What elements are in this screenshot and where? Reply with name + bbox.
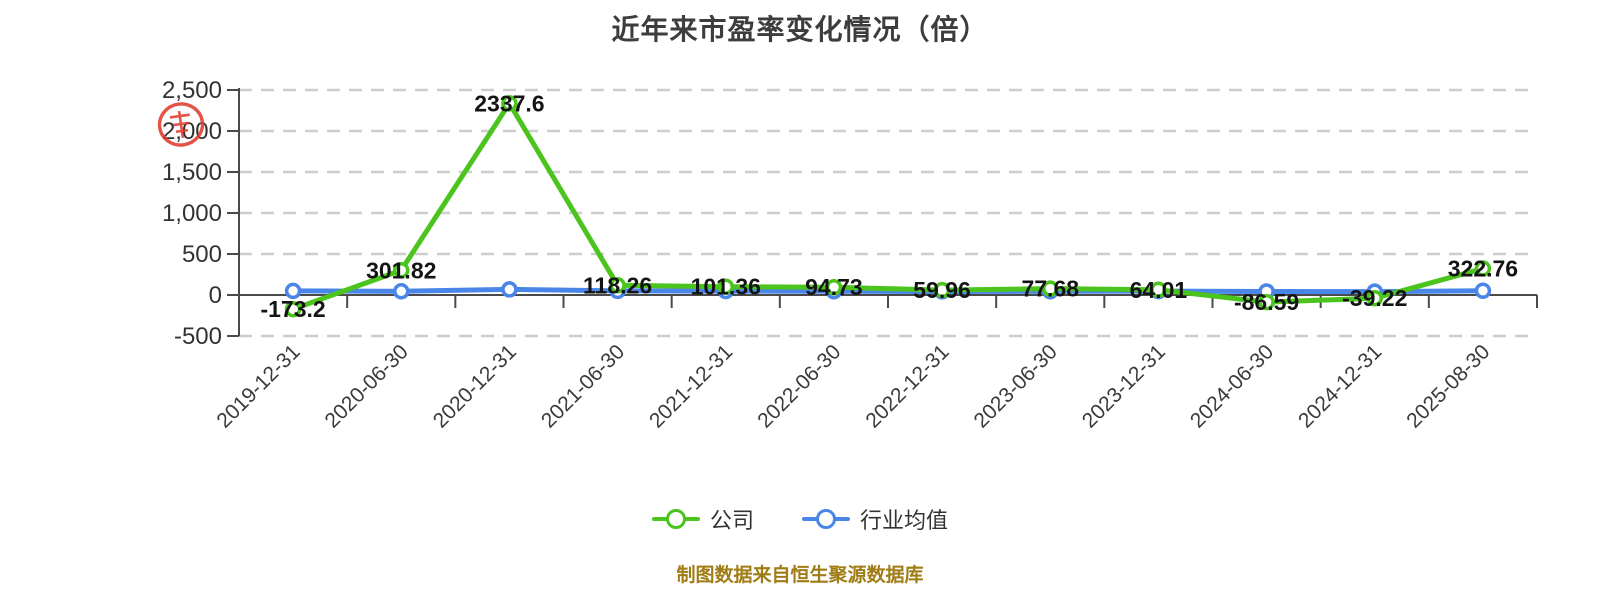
svg-text:2020-06-30: 2020-06-30: [321, 340, 413, 432]
svg-text:64.01: 64.01: [1130, 277, 1188, 303]
svg-text:2022-06-30: 2022-06-30: [753, 340, 845, 432]
industry-legend-marker-icon: [802, 509, 850, 529]
svg-text:118.26: 118.26: [583, 272, 652, 298]
legend-item-industry-average[interactable]: 行业均值: [802, 503, 948, 535]
svg-text:101.36: 101.36: [691, 274, 761, 300]
legend-label-company: 公司: [709, 508, 754, 533]
svg-text:-86.59: -86.59: [1234, 289, 1299, 315]
svg-text:1,500: 1,500: [162, 159, 222, 186]
svg-text:2021-12-31: 2021-12-31: [645, 340, 737, 432]
axes: [227, 88, 1538, 337]
svg-text:2024-12-31: 2024-12-31: [1294, 340, 1386, 432]
svg-text:2022-12-31: 2022-12-31: [861, 340, 953, 432]
svg-text:2019-12-31: 2019-12-31: [212, 340, 304, 432]
svg-text:322.76: 322.76: [1448, 256, 1518, 282]
svg-text:500: 500: [182, 241, 222, 268]
svg-text:2021-06-30: 2021-06-30: [537, 340, 629, 432]
svg-text:94.73: 94.73: [805, 274, 863, 300]
svg-text:2020-12-31: 2020-12-31: [429, 340, 521, 432]
legend-item-company[interactable]: 公司: [651, 503, 754, 535]
chart-title: 近年来市盈率变化情况（倍）: [611, 14, 989, 45]
x-axis-labels: 2019-12-31 2020-06-30 2020-12-31 2021-06-30…: [212, 340, 1494, 432]
svg-text:-173.2: -173.2: [260, 296, 325, 322]
svg-text:1,000: 1,000: [162, 200, 222, 227]
svg-text:2023-06-30: 2023-06-30: [970, 340, 1062, 432]
data-labels: -173.2 301.82 2337.6 118.26 101.36 94.73 59.96…: [260, 90, 1518, 322]
svg-text:2024-06-30: 2024-06-30: [1186, 340, 1278, 432]
svg-text:59.96: 59.96: [913, 277, 971, 303]
chart-legend: 公司 行业均值: [0, 503, 1600, 535]
svg-text:301.82: 301.82: [366, 257, 436, 283]
svg-text:0: 0: [209, 282, 222, 309]
y-gridlines: [239, 88, 1537, 338]
svg-text:77.68: 77.68: [1021, 276, 1079, 302]
svg-text:2,500: 2,500: [162, 77, 222, 104]
svg-text:2337.6: 2337.6: [474, 90, 544, 116]
red-seal-stamp-icon: [157, 102, 205, 147]
data-source-footer: 制图数据来自恒生聚源数据库: [676, 565, 924, 586]
company-legend-marker-icon: [651, 509, 700, 529]
company-series-line: [284, 95, 1492, 318]
svg-text:-39.22: -39.22: [1342, 285, 1407, 311]
svg-text:2023-12-31: 2023-12-31: [1078, 340, 1170, 432]
svg-text:-500: -500: [174, 323, 222, 350]
svg-text:2025-08-30: 2025-08-30: [1402, 340, 1494, 432]
legend-label-industry-average: 行业均值: [860, 508, 949, 533]
